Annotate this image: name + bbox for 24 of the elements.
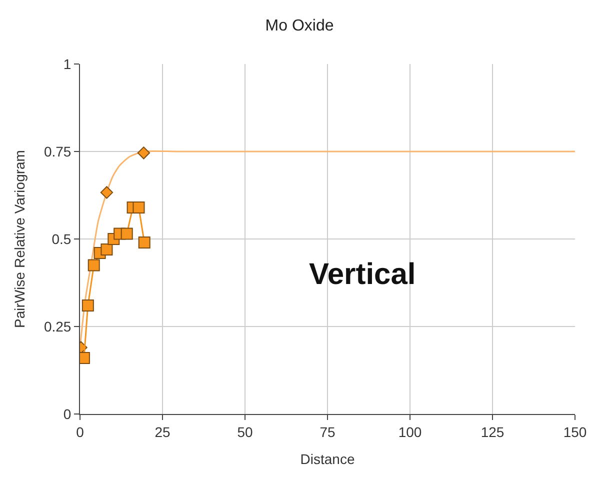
y-tick-label: 0.5 xyxy=(52,230,72,247)
annotation: Vertical xyxy=(309,258,416,291)
x-tick-label: 25 xyxy=(154,424,170,440)
x-tick-label: 125 xyxy=(480,424,504,440)
point xyxy=(137,146,150,160)
point xyxy=(82,300,94,312)
y-tick-label: 0.25 xyxy=(44,318,72,334)
point xyxy=(138,236,150,248)
point xyxy=(120,228,133,240)
x-tick-label: 75 xyxy=(320,424,336,440)
x-axis-title: Distance xyxy=(300,451,355,468)
x-tick-label: 100 xyxy=(398,424,422,440)
point xyxy=(88,259,100,272)
x-tick-label: 150 xyxy=(563,424,587,440)
y-axis-title: PairWise Relative Variogram xyxy=(12,150,28,328)
point xyxy=(100,244,113,256)
point xyxy=(132,202,145,214)
y-tick-label: 0 xyxy=(63,406,72,422)
x-tick-label: 0 xyxy=(76,424,84,440)
y-tick-label: 0.75 xyxy=(44,143,72,160)
y-tick-label: 1 xyxy=(63,56,72,72)
chart-title: Mo Oxide xyxy=(265,17,334,34)
point xyxy=(100,186,114,199)
x-tick-label: 50 xyxy=(237,424,253,440)
